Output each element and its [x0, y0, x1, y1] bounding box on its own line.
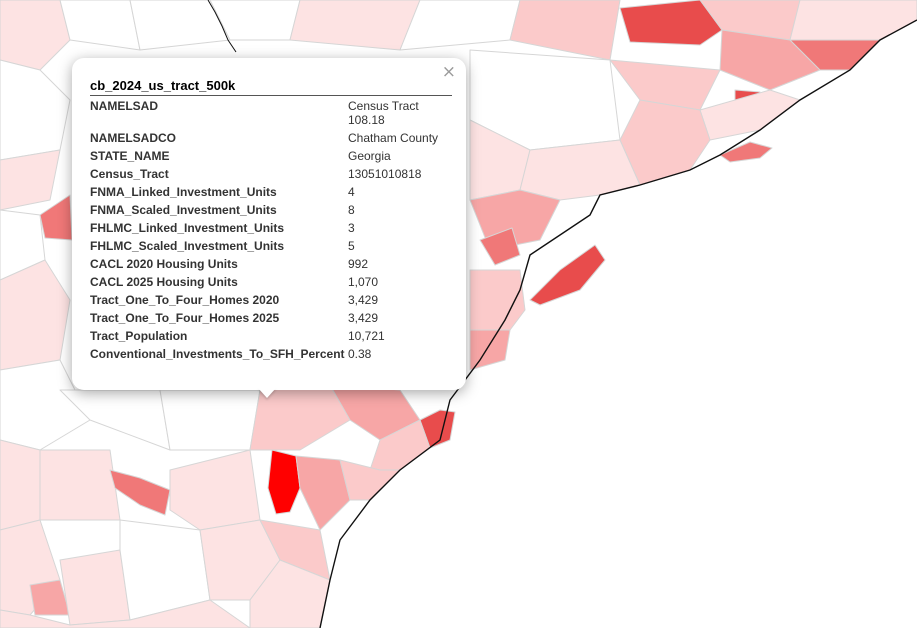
river-line	[207, 0, 237, 53]
tract[interactable]	[519, 139, 641, 201]
tract[interactable]	[0, 149, 61, 211]
attribute-key: Conventional_Investments_To_SFH_Percent	[90, 347, 345, 361]
attribute-value: 3,429	[348, 311, 379, 325]
attribute-row: Tract_One_To_Four_Homes 2025 3,429	[90, 311, 452, 329]
tract[interactable]	[0, 359, 91, 451]
attribute-row: Conventional_Investments_To_SFH_Percent 0…	[90, 347, 452, 365]
attribute-key: Census_Tract	[90, 167, 169, 181]
tract[interactable]	[0, 59, 71, 161]
attribute-value: 3,429	[348, 293, 379, 307]
attribute-row: FNMA_Linked_Investment_Units 4	[90, 185, 452, 203]
attribute-key: NAMELSADCO	[90, 131, 176, 145]
attribute-key: FHLMC_Scaled_Investment_Units	[90, 239, 285, 253]
attribute-value: 1,070	[348, 275, 379, 289]
attribute-key: Tract_One_To_Four_Homes 2020	[90, 293, 280, 307]
attribute-table: NAMELSAD Census Tract 108.18 NAMELSADCO Cha…	[90, 99, 452, 365]
attribute-value: 8	[348, 203, 355, 217]
attribute-value: 13051010818	[348, 167, 422, 181]
popup-pointer	[258, 388, 276, 398]
attribute-key: Tract_One_To_Four_Homes 2025	[90, 311, 280, 325]
attribute-value: 0.38	[348, 347, 372, 361]
attribute-row: CACL 2025 Housing Units 1,070	[90, 275, 452, 293]
attribute-key: CACL 2020 Housing Units	[90, 257, 238, 271]
attribute-row: Tract_One_To_Four_Homes 2020 3,429	[90, 293, 452, 311]
tract[interactable]	[479, 227, 521, 266]
attribute-row: FHLMC_Linked_Investment_Units 3	[90, 221, 452, 239]
attribute-row: FHLMC_Scaled_Investment_Units 5	[90, 239, 452, 257]
attribute-row: NAMELSADCO Chatham County	[90, 131, 452, 149]
close-icon[interactable]: ×	[441, 62, 456, 82]
popup-title: cb_2024_us_tract_500k	[90, 78, 452, 96]
tract[interactable]	[59, 549, 131, 626]
tract[interactable]	[469, 269, 526, 331]
attribute-value: Chatham County	[348, 131, 439, 145]
tract[interactable]	[789, 0, 917, 41]
attribute-row: FNMA_Scaled_Investment_Units 8	[90, 203, 452, 221]
attribute-key: FNMA_Scaled_Investment_Units	[90, 203, 277, 217]
attribute-value: Census Tract 108.18	[348, 99, 419, 127]
feature-popup: × cb_2024_us_tract_500k NAMELSAD Census T…	[72, 58, 466, 390]
tract[interactable]	[619, 0, 723, 46]
attribute-row: Tract_Population 10,721	[90, 329, 452, 347]
tract[interactable]	[469, 329, 511, 371]
tract[interactable]	[0, 439, 41, 531]
tract[interactable]	[529, 244, 606, 306]
coastline	[319, 19, 917, 628]
attribute-value: 10,721	[348, 329, 385, 343]
attribute-key: FNMA_Linked_Investment_Units	[90, 185, 277, 199]
attribute-key: FHLMC_Linked_Investment_Units	[90, 221, 285, 235]
attribute-key: STATE_NAME	[90, 149, 170, 163]
attribute-row: NAMELSAD Census Tract 108.18	[90, 99, 452, 131]
tract[interactable]	[719, 141, 773, 163]
attribute-key: CACL 2025 Housing Units	[90, 275, 238, 289]
attribute-row: STATE_NAME Georgia	[90, 149, 452, 167]
attribute-key: Tract_Population	[90, 329, 188, 343]
attribute-row: Census_Tract 13051010818	[90, 167, 452, 185]
attribute-value: 992	[348, 257, 369, 271]
attribute-value: 4	[348, 185, 355, 199]
attribute-row: CACL 2020 Housing Units 992	[90, 257, 452, 275]
attribute-value: 3	[348, 221, 355, 235]
tract[interactable]	[0, 0, 71, 71]
attribute-key: NAMELSAD	[90, 99, 158, 113]
tract[interactable]	[39, 449, 121, 521]
tract[interactable]	[0, 599, 251, 628]
attribute-value: Georgia	[348, 149, 391, 163]
tract[interactable]	[109, 469, 171, 516]
tract[interactable]	[159, 389, 261, 451]
tract[interactable]	[295, 455, 351, 531]
attribute-value: 5	[348, 239, 355, 253]
tract[interactable]	[0, 259, 71, 371]
